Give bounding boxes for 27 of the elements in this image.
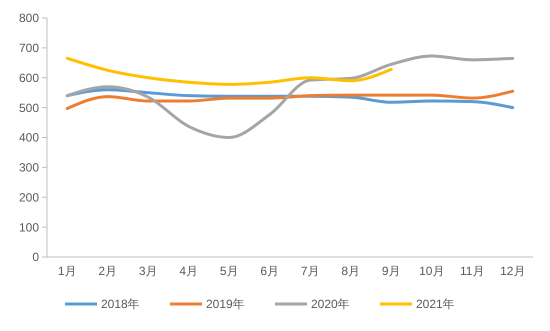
- y-tick-label: 100: [18, 220, 40, 234]
- y-tick-label: 500: [18, 100, 40, 115]
- legend-label: 2018年: [101, 297, 140, 312]
- line-series: [66, 56, 393, 86]
- x-tick-label: 10月: [419, 264, 444, 278]
- y-tick-label: 0: [32, 250, 40, 264]
- legend-label: 2021年: [416, 297, 455, 312]
- x-tick-label: 2月: [98, 264, 118, 278]
- x-tick-label: 12月: [500, 264, 526, 278]
- x-tick-label: 7月: [300, 264, 320, 278]
- x-tick-label: 8月: [341, 264, 360, 278]
- y-tick-label: 400: [18, 130, 40, 145]
- line-series: [66, 54, 514, 139]
- y-tick-label: 300: [18, 160, 40, 175]
- x-tick-label: 4月: [179, 264, 198, 278]
- x-tick-label: 9月: [382, 264, 401, 278]
- x-tick-label: 11月: [460, 264, 484, 278]
- legend-label: 2019年: [206, 297, 245, 312]
- x-tick-label: 6月: [260, 264, 280, 278]
- y-tick-label: 700: [18, 41, 40, 56]
- y-tick-label: 200: [18, 190, 40, 204]
- y-tick-label: 600: [18, 70, 40, 85]
- x-tick-label: 5月: [220, 264, 239, 278]
- legend-label: 2020年: [311, 297, 350, 312]
- x-tick-label: 3月: [138, 264, 158, 278]
- x-tick-label: 1月: [58, 264, 77, 278]
- y-tick-label: 800: [18, 11, 40, 26]
